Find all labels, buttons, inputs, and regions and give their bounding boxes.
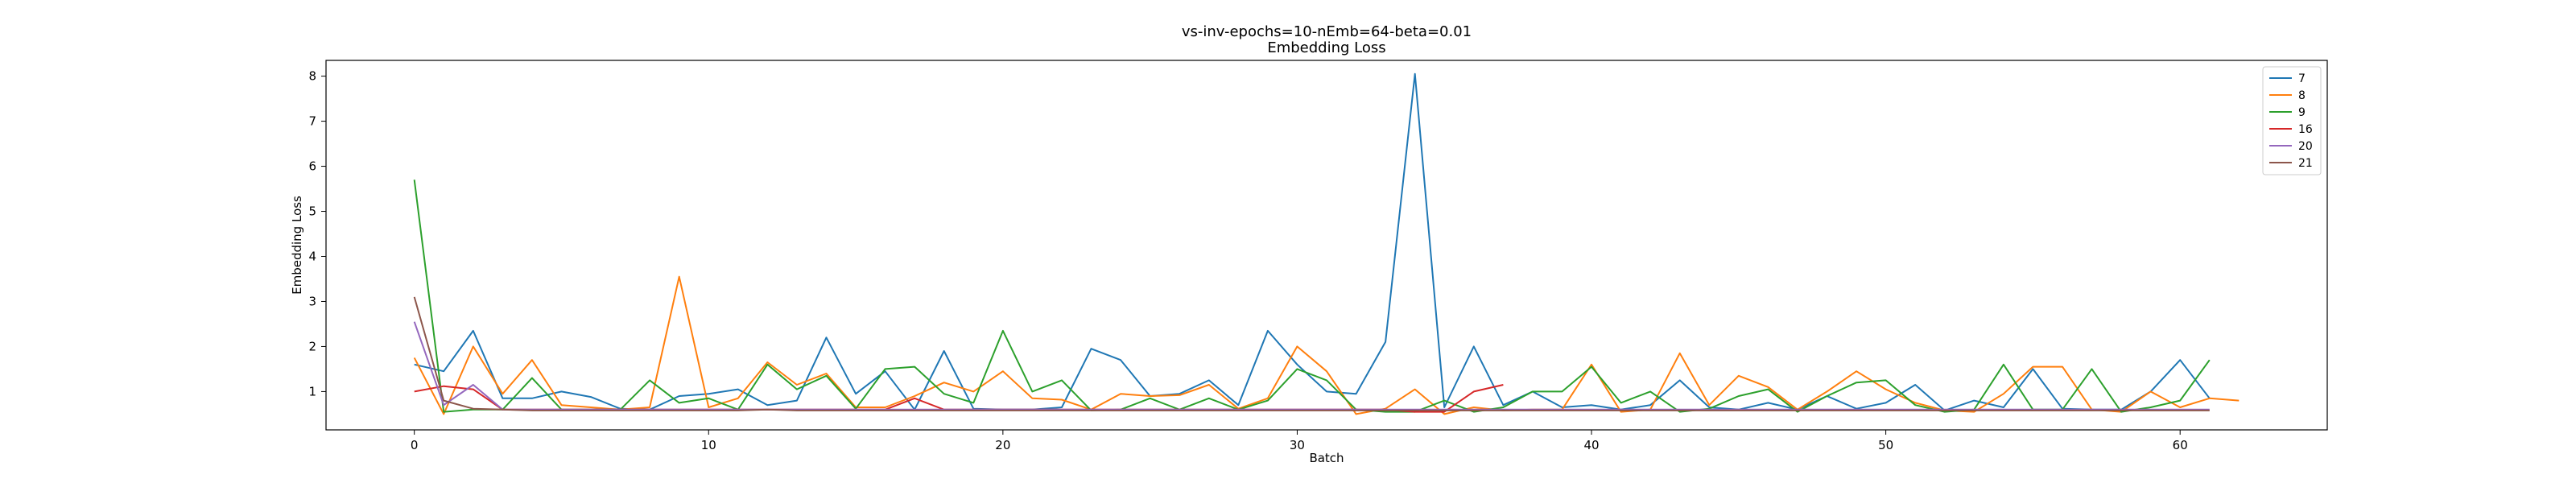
legend-box	[2262, 66, 2322, 175]
y-tick-label: 1	[308, 384, 316, 398]
legend: 7 8 9 16 20 21	[2262, 66, 2322, 175]
y-axis-label: Embedding Loss	[290, 196, 304, 295]
x-tick-label: 40	[1583, 438, 1599, 452]
chart-subtitle: Embedding Loss	[1267, 39, 1385, 56]
series-layer	[413, 72, 2240, 415]
y-tick-label: 6	[308, 159, 316, 174]
legend-label-8: 8	[2298, 89, 2306, 102]
plot-frame	[325, 60, 2328, 431]
x-tick-label: 50	[1878, 438, 1893, 452]
x-tick-label: 30	[1290, 438, 1305, 452]
y-tick-label: 7	[308, 114, 316, 129]
y-tick-label: 3	[308, 294, 316, 308]
y-tick-label: 4	[308, 249, 316, 263]
series-line-9	[413, 180, 2211, 413]
y-axis: 1 2 3 4 5 6 7 8	[308, 69, 326, 398]
legend-label-7: 7	[2298, 72, 2306, 85]
y-tick-label: 8	[308, 69, 316, 84]
legend-label-9: 9	[2298, 106, 2306, 119]
x-axis: 0 10 20 30 40 50 60	[411, 430, 2188, 452]
x-tick-label: 10	[701, 438, 716, 452]
series-line-21	[413, 296, 2210, 411]
series-line-20	[413, 321, 2210, 411]
y-tick-label: 2	[308, 339, 316, 353]
x-tick-label: 0	[411, 438, 419, 452]
y-tick-label: 5	[308, 204, 316, 219]
legend-label-20: 20	[2298, 140, 2313, 153]
x-tick-label: 20	[995, 438, 1010, 452]
legend-label-16: 16	[2298, 123, 2313, 136]
series-line-8	[413, 275, 2240, 415]
chart-title: vs-inv-epochs=10-nEmb=64-beta=0.01	[1182, 23, 1472, 40]
series-line-7	[414, 72, 2211, 411]
x-axis-label: Batch	[1309, 451, 1344, 465]
legend-label-21: 21	[2298, 157, 2313, 170]
x-tick-label: 60	[2173, 438, 2188, 452]
